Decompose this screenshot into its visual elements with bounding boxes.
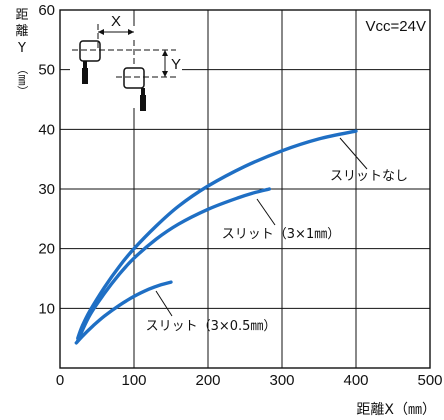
y-axis-label: 距 離 Y （㎜） xyxy=(15,8,29,97)
sensor-emitter-icon xyxy=(79,40,101,62)
inset-background xyxy=(70,26,182,108)
leader-line-series-3 xyxy=(155,290,173,317)
series-label-3: スリット（3×0.5㎜） xyxy=(146,319,277,334)
y-axis-label-char-1: 距 xyxy=(15,8,28,23)
sensor-receiver-lens xyxy=(141,88,145,95)
series-label-2: スリット（3×1㎜） xyxy=(222,227,340,242)
plot-frame xyxy=(59,9,431,369)
series-label-1: スリットなし xyxy=(330,169,408,184)
sensor-emitter-cable xyxy=(82,68,88,84)
y-tick-label-10: 10 xyxy=(38,300,55,317)
y-tick-label-50: 50 xyxy=(38,62,55,79)
x-tick-label-400: 400 xyxy=(343,372,368,389)
y-axis-label-char-2: 離 xyxy=(15,24,28,39)
origin-label: 0 xyxy=(56,372,64,389)
series-line-1 xyxy=(76,129,358,340)
leader-line-series-1 xyxy=(339,137,368,170)
x-dimension-arrow-left xyxy=(98,29,104,35)
inset-y-label: Y xyxy=(171,56,181,73)
series-line-3 xyxy=(74,280,173,345)
x-dimension-arrow-right xyxy=(128,29,134,35)
y-axis-label-unit: （㎜） xyxy=(16,64,29,97)
y-dimension-arrow-bottom xyxy=(162,71,168,77)
series-line-2 xyxy=(76,187,272,343)
x-tick-labels: 100 200 300 400 500 xyxy=(121,372,442,389)
x-tick-label-300: 300 xyxy=(269,372,294,389)
leader-line-series-2 xyxy=(256,198,276,226)
y-tick-label-20: 20 xyxy=(38,241,55,258)
x-tick-label-200: 200 xyxy=(195,372,220,389)
x-tick-label-500: 500 xyxy=(417,372,442,389)
y-dimension-arrow-top xyxy=(162,50,168,56)
y-tick-label-30: 30 xyxy=(38,181,55,198)
sensor-receiver-icon xyxy=(123,67,145,89)
grid xyxy=(60,10,430,368)
x-tick-label-100: 100 xyxy=(121,372,146,389)
sensor-emitter-lens xyxy=(83,61,87,68)
series-lines xyxy=(74,129,358,345)
vcc-annotation: Vcc=24V xyxy=(366,18,426,35)
y-axis-label-char-3: Y xyxy=(17,41,26,56)
sensor-inset-diagram: X Y xyxy=(70,13,182,111)
series-labels: スリットなし スリット（3×1㎜） スリット（3×0.5㎜） xyxy=(146,137,408,334)
y-tick-label-60: 60 xyxy=(38,2,55,19)
inset-x-label: X xyxy=(111,13,121,30)
y-tick-labels: 10 20 30 40 50 60 xyxy=(38,2,55,317)
x-axis-label: 距離X（㎜） xyxy=(356,401,436,418)
sensor-receiver-cable xyxy=(140,95,146,111)
y-tick-label-40: 40 xyxy=(38,121,55,138)
